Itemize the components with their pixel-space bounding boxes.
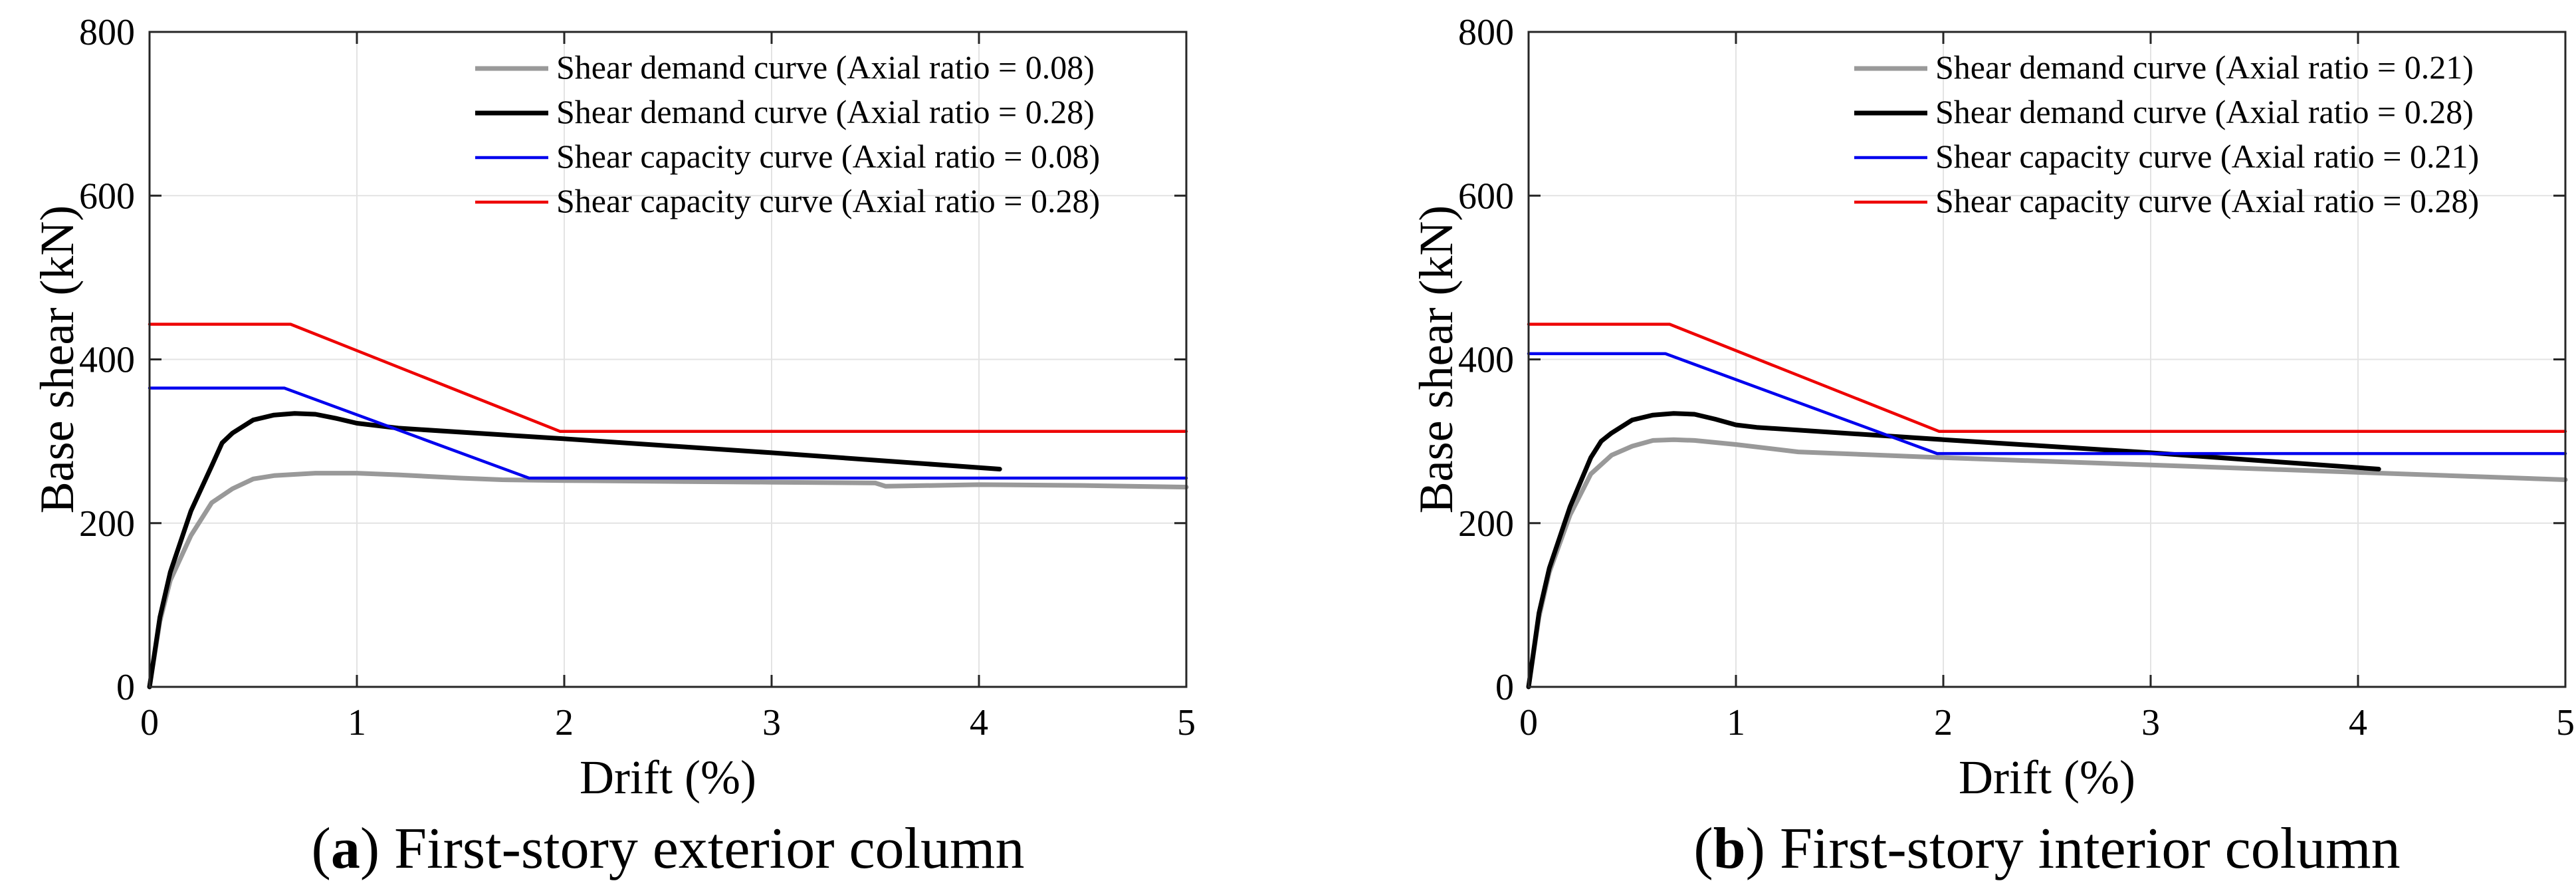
x-axis-label: Drift (%) bbox=[580, 751, 756, 804]
y-tick-label: 800 bbox=[1458, 12, 1514, 53]
legend-label-1: Shear demand curve (Axial ratio = 0.21) bbox=[1935, 49, 2474, 86]
y-tick-label: 0 bbox=[116, 667, 135, 708]
x-tick-label: 5 bbox=[2556, 702, 2575, 743]
legend-label-2: Shear demand curve (Axial ratio = 0.28) bbox=[1935, 93, 2474, 130]
y-tick-label: 0 bbox=[1495, 667, 1514, 708]
series-line-3 bbox=[148, 386, 1188, 480]
y-axis-label: Base shear (kN) bbox=[31, 205, 84, 514]
x-tick-label: 5 bbox=[1177, 702, 1196, 743]
legend-label-4: Shear capacity curve (Axial ratio = 0.28… bbox=[556, 182, 1100, 219]
panel-letter: b bbox=[1713, 817, 1746, 881]
x-tick-label: 1 bbox=[348, 702, 366, 743]
series-line-4 bbox=[148, 322, 1188, 434]
legend-label-3: Shear capacity curve (Axial ratio = 0.21… bbox=[1935, 138, 2479, 175]
y-tick-label: 800 bbox=[79, 12, 135, 53]
panel-caption: (a) First-story exterior column bbox=[312, 817, 1025, 881]
y-tick-label: 200 bbox=[79, 503, 135, 545]
y-tick-label: 600 bbox=[79, 176, 135, 217]
panel-caption-text: First-story exterior column bbox=[394, 817, 1024, 881]
legend-label-4: Shear capacity curve (Axial ratio = 0.28… bbox=[1935, 182, 2479, 219]
panel-caption: (b) First-story interior column bbox=[1693, 817, 2400, 881]
x-tick-label: 0 bbox=[1519, 702, 1538, 743]
panel-letter: a bbox=[331, 817, 360, 881]
x-tick-label: 4 bbox=[2349, 702, 2367, 743]
panel-caption-text: First-story interior column bbox=[1780, 817, 2401, 881]
x-tick-label: 2 bbox=[1934, 702, 1953, 743]
series-line-1 bbox=[147, 471, 1189, 690]
x-tick-label: 3 bbox=[2141, 702, 2160, 743]
x-tick-label: 4 bbox=[970, 702, 988, 743]
series-line-2 bbox=[1526, 411, 2381, 690]
x-tick-label: 1 bbox=[1727, 702, 1745, 743]
legend-label-1: Shear demand curve (Axial ratio = 0.08) bbox=[556, 49, 1095, 86]
x-tick-label: 2 bbox=[555, 702, 574, 743]
y-tick-label: 600 bbox=[1458, 176, 1514, 217]
x-tick-label: 0 bbox=[140, 702, 159, 743]
legend-label-3: Shear capacity curve (Axial ratio = 0.08… bbox=[556, 138, 1100, 175]
series-line-2 bbox=[147, 411, 1002, 690]
panel-b: 0 1 2 3 4 5 0 200 400 600 800 Drift (%) Base shear (… bbox=[1410, 12, 2575, 881]
y-tick-label: 200 bbox=[1458, 503, 1514, 545]
y-axis-label: Base shear (kN) bbox=[1410, 205, 1463, 514]
legend-label-2: Shear demand curve (Axial ratio = 0.28) bbox=[556, 93, 1095, 130]
y-tick-label: 400 bbox=[79, 340, 135, 381]
x-tick-label: 3 bbox=[762, 702, 781, 743]
panel-a: 0 1 2 3 4 5 0 200 400 600 800 Drift (%) Base shear (… bbox=[31, 12, 1196, 881]
series-line-3 bbox=[1527, 352, 2567, 455]
series-line-4 bbox=[1527, 322, 2567, 434]
x-axis-label: Drift (%) bbox=[1959, 751, 2135, 804]
y-tick-label: 400 bbox=[1458, 340, 1514, 381]
